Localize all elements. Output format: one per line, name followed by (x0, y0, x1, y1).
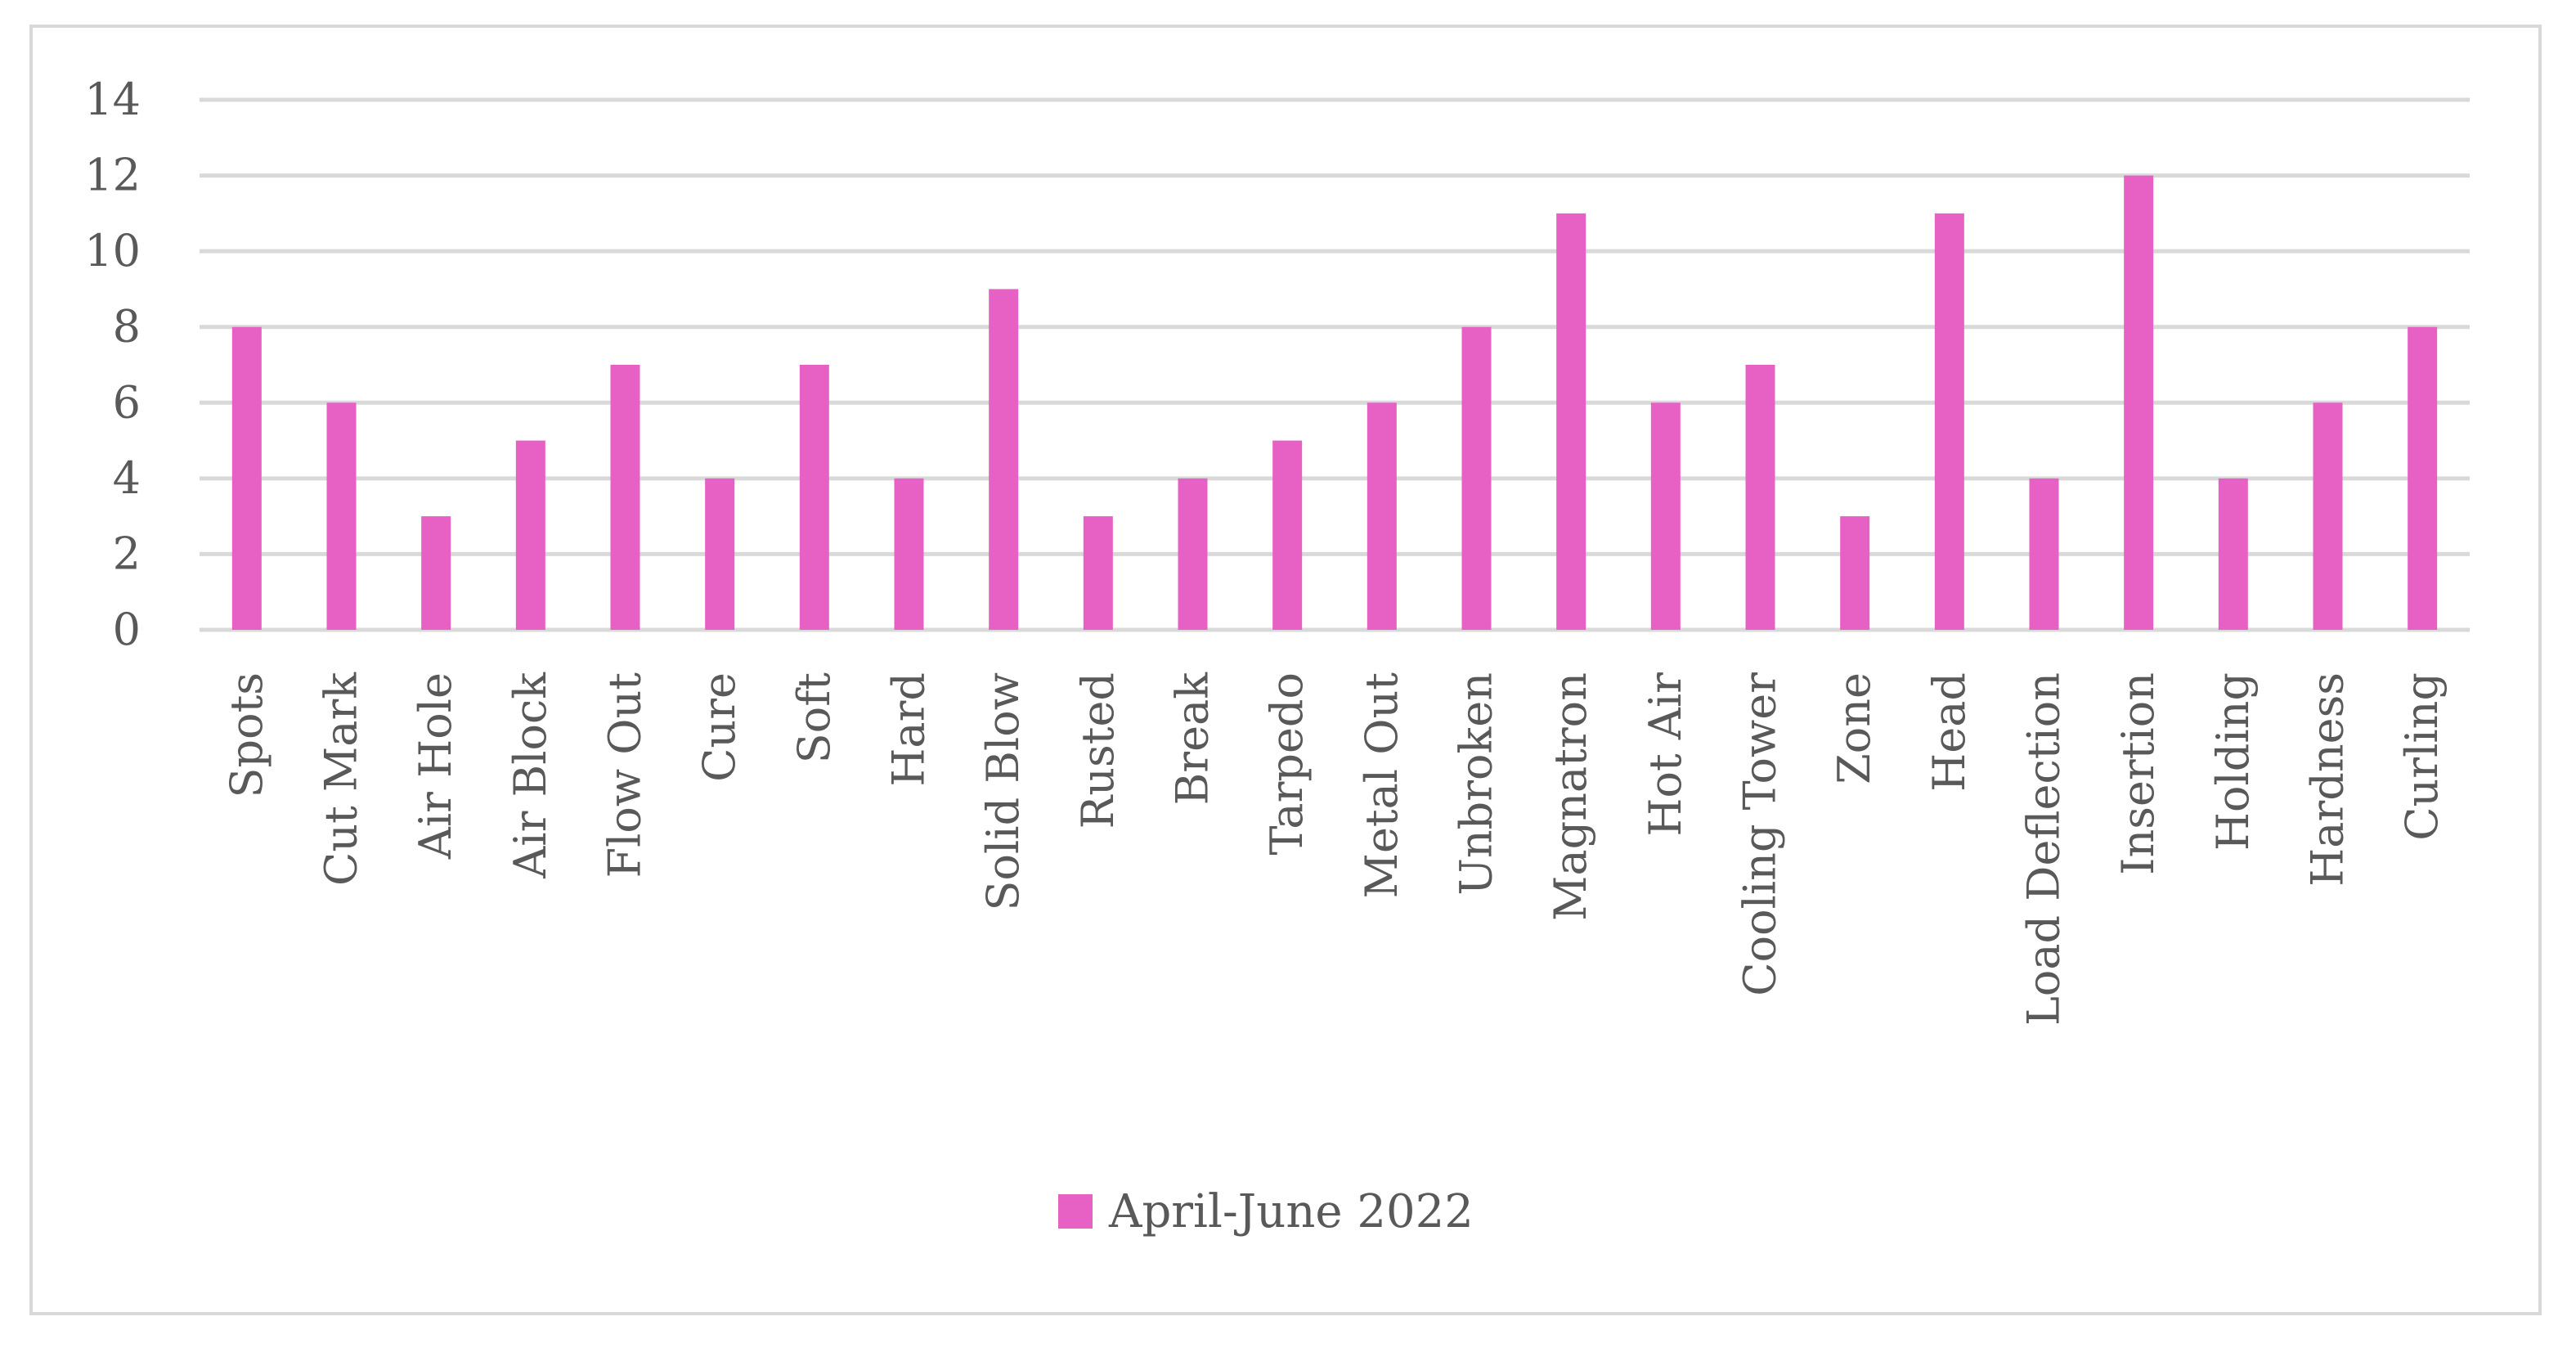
bar (1745, 365, 1775, 630)
y-tick-label: 12 (84, 150, 141, 201)
bar (2124, 175, 2154, 631)
bar (610, 365, 640, 630)
x-category-label: Air Block (505, 672, 556, 879)
x-category-label: Holding (2207, 672, 2259, 851)
x-category-label: Zone (1829, 672, 1880, 784)
bar (799, 365, 829, 630)
x-category-label: Hardness (2302, 672, 2354, 887)
x-category-label: Break (1167, 672, 1218, 806)
y-tick-label: 6 (113, 376, 141, 428)
bar (989, 289, 1019, 630)
chart-frame (29, 25, 2542, 1315)
y-tick-label: 2 (113, 528, 141, 579)
bar (1367, 402, 1397, 630)
x-category-label: Hot Air (1640, 672, 1691, 837)
bar (1461, 326, 1492, 630)
bar (1934, 213, 1964, 630)
x-category-label: Rusted (1072, 672, 1124, 829)
x-category-label: Spots (221, 672, 272, 798)
x-category-label: Metal Out (1356, 672, 1407, 899)
bar (1083, 516, 1113, 630)
x-category-label: Insertion (2112, 672, 2164, 875)
bar (421, 516, 451, 630)
x-category-label: Solid Blow (977, 672, 1029, 910)
x-category-label: Tarpedo (1261, 672, 1313, 855)
y-tick-label: 4 (113, 452, 141, 504)
bar (1650, 402, 1681, 630)
x-category-label: Air Hole (410, 672, 461, 860)
x-category-label: Cure (693, 672, 745, 782)
bar (894, 478, 924, 630)
legend-label: April-June 2022 (1108, 1185, 1474, 1238)
bar (1272, 440, 1303, 630)
bar (1556, 213, 1586, 630)
bar (2218, 478, 2248, 630)
bars (231, 175, 2438, 631)
x-category-label: Cut Mark (316, 672, 367, 886)
y-axis-ticks: 0 2 4 6 8 10 12 14 (84, 74, 141, 655)
x-category-label: Unbroken (1451, 672, 1502, 896)
x-category-label: Cooling Tower (1735, 672, 1786, 996)
bar (326, 402, 357, 630)
bar (515, 440, 545, 630)
y-tick-label: 8 (113, 301, 141, 353)
x-category-label: Magnatron (1545, 672, 1596, 921)
bar (1840, 516, 1870, 630)
x-category-label: Flow Out (599, 672, 651, 878)
y-tick-label: 14 (84, 74, 141, 125)
legend: April-June 2022 (1058, 1185, 1474, 1238)
bar (2029, 478, 2059, 630)
bar (1178, 478, 1208, 630)
bar (2408, 326, 2438, 630)
x-axis-labels: Spots Cut Mark Air Hole Air Block Flow Out Cu… (221, 672, 2448, 1026)
x-category-label: Curling (2396, 672, 2448, 841)
gridlines (200, 97, 2470, 632)
y-tick-label: 0 (113, 604, 141, 655)
bar (705, 478, 735, 630)
legend-swatch (1058, 1194, 1093, 1229)
y-tick-label: 10 (84, 225, 141, 276)
x-category-label: Soft (788, 672, 840, 763)
x-category-label: Head (1923, 672, 1975, 792)
x-category-label: Load Deflection (2018, 672, 2070, 1026)
bar (231, 326, 262, 630)
bar (2313, 402, 2343, 630)
x-category-label: Hard (883, 672, 935, 787)
